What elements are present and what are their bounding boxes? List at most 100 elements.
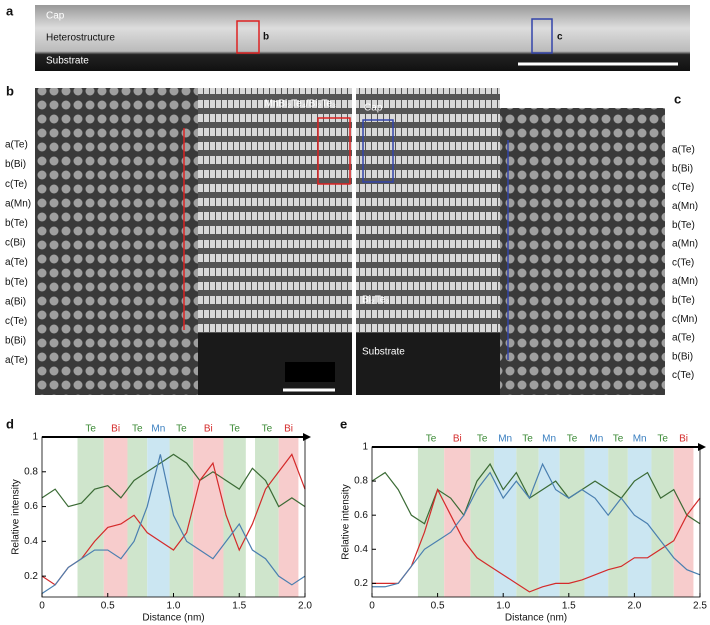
band-label: Te	[567, 434, 578, 445]
x-axis-label: Distance (nm)	[142, 613, 204, 624]
band-label: Mn	[542, 434, 556, 445]
y-tick-label: 0.6	[354, 510, 368, 521]
label: MnBi₂Te₄/Bi₂Te₃	[265, 99, 337, 110]
band-label: Mn	[633, 434, 647, 445]
layer-label: b(Bi)	[5, 336, 26, 347]
layer-label: a(Te)	[5, 140, 28, 151]
band	[651, 447, 674, 597]
tem-image-stripes-b	[198, 88, 352, 333]
band	[516, 447, 539, 597]
band	[608, 447, 628, 597]
band	[103, 437, 128, 597]
band-label: Bi	[453, 434, 462, 445]
layer-label: a(Te)	[5, 257, 28, 268]
y-tick-label: 0.2	[354, 578, 368, 589]
band-label: Mn	[498, 434, 512, 445]
x-tick-label: 2.0	[298, 601, 312, 612]
band	[278, 437, 299, 597]
band	[538, 447, 560, 597]
layer-label: c(Te)	[672, 182, 694, 193]
band-label: Te	[262, 424, 273, 435]
band-label: Bi	[284, 424, 293, 435]
label: Bi₂Te₃	[362, 295, 389, 306]
box	[317, 117, 351, 185]
band	[223, 437, 246, 597]
band-label: Te	[132, 424, 143, 435]
band-label: Te	[522, 434, 533, 445]
tem-image-b	[35, 88, 198, 395]
x-tick-label: 0.5	[431, 601, 445, 612]
panel-label: b	[6, 83, 14, 98]
band-label: Te	[613, 434, 624, 445]
label: c	[557, 32, 563, 43]
band-label: Bi	[679, 434, 688, 445]
label: b	[263, 32, 269, 43]
panel-label: c	[674, 91, 681, 106]
x-axis-label: Distance (nm)	[505, 613, 567, 624]
layer-label: a(Bi)	[5, 296, 26, 307]
band-label: Bi	[111, 424, 120, 435]
label: Mn₄Bi₂Te₇/Bi₂Te₃	[585, 97, 660, 108]
band	[169, 437, 194, 597]
layer-label: c(Mn)	[672, 314, 698, 325]
box-c	[531, 18, 553, 54]
layer-label: b(Bi)	[672, 163, 693, 174]
y-tick-label: 0.8	[24, 466, 38, 477]
y-tick-label: 0.4	[24, 536, 38, 547]
label: Cap	[364, 103, 383, 114]
series-line	[371, 462, 701, 525]
band	[77, 437, 104, 597]
layer-label: a(Te)	[5, 355, 28, 366]
series-line	[41, 453, 306, 508]
plot-frame	[371, 446, 701, 598]
x-tick-label: 1.0	[167, 601, 181, 612]
label: Cap	[46, 11, 65, 22]
tem-image-stripes-c	[356, 88, 500, 333]
panel-label: e	[340, 416, 347, 431]
layer-label: a(Te)	[672, 333, 695, 344]
band-label: Mn	[151, 424, 165, 435]
y-tick-label: 1	[362, 442, 368, 453]
box	[362, 119, 394, 183]
substrate-c	[356, 333, 500, 395]
band	[470, 447, 495, 597]
layer-label: b(Te)	[5, 277, 28, 288]
label: Heterostructure	[46, 33, 115, 44]
band-label: Te	[229, 424, 240, 435]
layer-label: a(Mn)	[5, 198, 31, 209]
y-tick-label: 1	[32, 432, 38, 443]
series-line	[372, 488, 701, 593]
layer-label: c(Te)	[5, 316, 27, 327]
y-axis-label: Relative intensity	[341, 484, 352, 560]
band	[127, 437, 148, 597]
y-tick-label: 0.2	[24, 571, 38, 582]
band-label: Te	[176, 424, 187, 435]
layer-label: a(Mn)	[672, 276, 698, 287]
layer-label: b(Te)	[672, 220, 695, 231]
x-tick-label: 1.5	[232, 601, 246, 612]
x-tick-label: 1.5	[562, 601, 576, 612]
x-tick-label: 0	[39, 601, 45, 612]
layer-label: a(Mn)	[672, 239, 698, 250]
layer-label: b(Bi)	[672, 351, 693, 362]
layer-label: c(Te)	[672, 370, 694, 381]
box-b	[236, 20, 260, 54]
x-tick-label: 0	[369, 601, 375, 612]
x-tick-label: 2.5	[693, 601, 707, 612]
layer-label: b(Te)	[5, 218, 28, 229]
series-line	[41, 454, 306, 595]
panel-label: a	[6, 3, 14, 18]
layer-label: c(Bi)	[5, 238, 26, 249]
band	[444, 447, 471, 597]
band	[494, 447, 517, 597]
y-tick-label: 0.4	[354, 544, 368, 555]
label: Substrate	[362, 347, 405, 358]
tem-image-c	[500, 108, 665, 395]
y-axis-label: Relative intensity	[11, 479, 22, 555]
series-line	[41, 453, 306, 586]
y-tick-label: 0.8	[354, 476, 368, 487]
y-tick-label: 0.6	[24, 501, 38, 512]
layer-label: b(Bi)	[5, 159, 26, 170]
scale-box	[285, 362, 335, 382]
